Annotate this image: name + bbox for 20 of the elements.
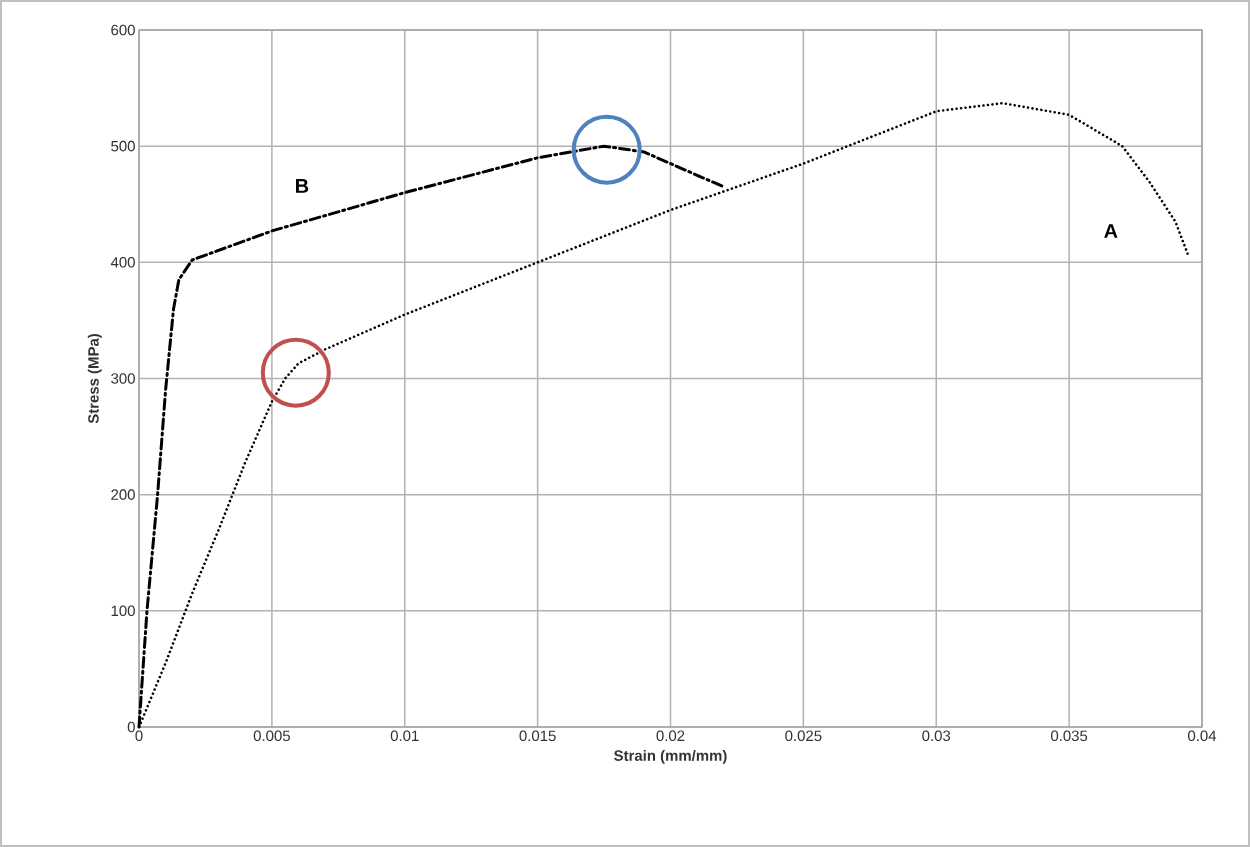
y-tick-label: 0: [127, 721, 135, 733]
x-tick-label: 0.02: [656, 730, 685, 742]
y-tick-label: 400: [110, 257, 135, 268]
y-axis-title: Stress (MPa): [87, 333, 102, 424]
x-axis-title: Strain (mm/mm): [614, 749, 727, 764]
y-tick-label: 600: [111, 24, 135, 36]
y-tick-label: 500: [111, 140, 135, 152]
text: A: [1104, 224, 1118, 238]
x-tick-label: 0.03: [922, 730, 951, 742]
x-tick-label: 0.015: [519, 730, 556, 742]
x-tick-label: 0: [135, 730, 143, 742]
y-tick-label: 200: [111, 489, 135, 500]
x-tick-label: 0.005: [253, 730, 290, 742]
x-tick-label: 0.04: [1188, 730, 1217, 742]
y-tick-label: 300: [111, 373, 135, 384]
y-tick-label: 100: [111, 605, 135, 617]
x-tick-label: 0.035: [1050, 730, 1088, 742]
series-label: B: [296, 179, 309, 193]
x-tick-label: 0.025: [785, 730, 822, 742]
x-tick-label: 0.01: [390, 730, 419, 742]
